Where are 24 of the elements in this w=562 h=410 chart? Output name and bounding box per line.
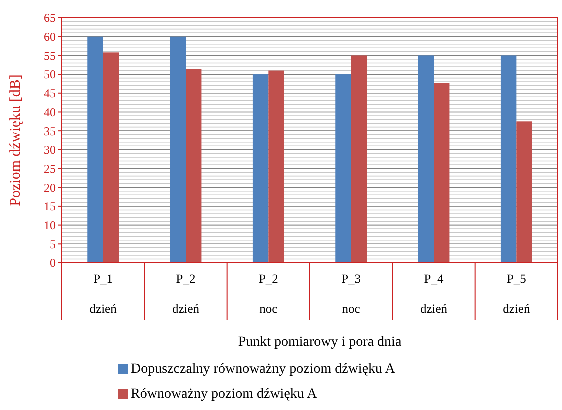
x-axis-title: Punkt pomiarowy i pora dnia [238,335,402,350]
y-tick-label: 45 [44,86,56,101]
y-tick-label: 10 [44,218,56,233]
category-label: P_3 noc [342,272,362,316]
y-tick-label: 25 [44,162,56,176]
category-label: P_2 noc [258,272,278,316]
y-tick-label: 65 [44,11,56,26]
category-label: P_4 dzień [420,272,448,316]
y-tick-label: 50 [44,68,56,82]
y-tick-label: 60 [44,30,56,44]
category-label: P_5 dzień [503,272,530,316]
category-label: P_1 dzień [90,272,117,316]
y-tick-label: 35 [44,124,56,138]
y-tick-label: 15 [44,200,56,214]
y-tick-label: 20 [44,180,56,195]
legend-label: Dopuszczalny równoważny poziom dźwięku A [131,362,396,377]
y-tick-label: 40 [44,105,56,120]
y-tick-label: 55 [44,48,56,63]
y-tick-label: 0 [50,256,56,270]
y-tick-label: 5 [50,237,56,252]
legend-label: Równoważny poziom dźwięku A [131,387,318,402]
y-tick-label: 30 [44,143,56,158]
category-label: P_2 dzień [172,272,200,316]
y-axis-title: Poziom dźwięku [dB] [8,74,24,206]
